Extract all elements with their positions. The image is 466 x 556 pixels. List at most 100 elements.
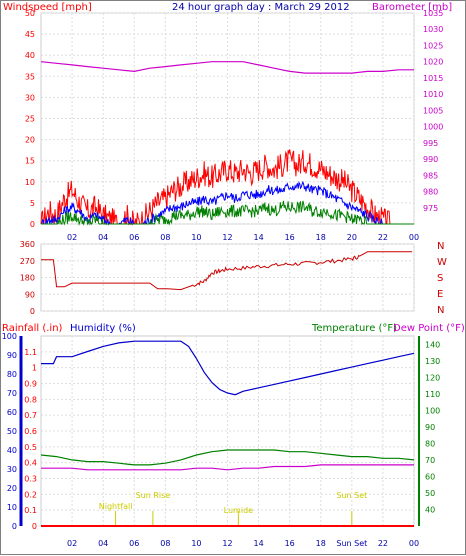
wind-xtick: 08 — [160, 233, 170, 242]
compass-label: N — [437, 305, 444, 316]
humidity-xtick: 10 — [191, 539, 201, 548]
sun-event-label: Sun Rise — [136, 491, 171, 500]
wind-ytick: 40 — [25, 51, 35, 60]
humidity-ytick: 70 — [7, 389, 17, 398]
barometer-ytick: 1020 — [423, 58, 443, 67]
wind-axis-label: Windspeed [mph] — [3, 2, 92, 13]
compass-label: W — [437, 257, 447, 268]
wind-ytick: 25 — [25, 115, 35, 124]
series-gust — [40, 149, 414, 226]
barometer-ytick: 1035 — [423, 9, 443, 18]
temperature-ytick: 100 — [425, 406, 440, 415]
direction-ytick: 270 — [20, 257, 35, 266]
humidity-ticks: 010203040506070809010000.10.20.30.40.50.… — [2, 332, 441, 548]
humidity-xtick: Sun Set — [336, 539, 367, 548]
humidity-xtick: 16 — [285, 539, 295, 548]
rain-ytick: 0.7 — [24, 411, 37, 420]
wind-ytick: 5 — [30, 199, 35, 208]
dewpoint-axis-label: Dew Point (°F) — [393, 323, 465, 334]
wind-ytick: 0 — [30, 220, 35, 229]
rain-ytick: 0.1 — [24, 506, 37, 515]
direction-grid — [41, 243, 415, 312]
humidity-ytick: 60 — [7, 408, 17, 417]
direction-ytick: 0 — [30, 307, 35, 316]
direction-series — [41, 251, 413, 291]
temperature-ytick: 70 — [425, 456, 435, 465]
wind-xtick: 00 — [409, 233, 419, 242]
humidity-xtick: 08 — [160, 539, 170, 548]
wind-xtick: 18 — [316, 233, 326, 242]
barometer-ytick: 1005 — [423, 106, 443, 115]
humidity-ytick: 30 — [7, 465, 17, 474]
direction-ytick: 90 — [25, 290, 35, 299]
wind-ytick: 30 — [25, 93, 35, 102]
wind-xtick: 16 — [285, 233, 295, 242]
humidity-xtick: 18 — [316, 539, 326, 548]
humidity-xtick: 22 — [378, 539, 388, 548]
barometer-ytick: 1010 — [423, 90, 443, 99]
wind-xtick: 10 — [191, 233, 201, 242]
temperature-ytick: 90 — [425, 423, 435, 432]
rain-ytick: 0.5 — [24, 443, 37, 452]
rainfall-axis-label: Rainfall (.in) — [2, 323, 63, 334]
wind-xtick: 02 — [67, 233, 77, 242]
wind-ticks: 0510152025303540455097598098599099510001… — [25, 9, 444, 242]
sun-event-label: Nightfall — [99, 502, 133, 511]
temperature-ytick: 120 — [425, 373, 440, 382]
wind-ytick: 10 — [25, 178, 35, 187]
chart-title: 24 hour graph day : March 29 2012 — [172, 2, 350, 13]
wind-ytick: 50 — [25, 9, 35, 18]
series-barometer — [40, 61, 414, 74]
series-dewpoint — [41, 464, 414, 471]
temperature-ytick: 40 — [425, 505, 435, 514]
series-humidity — [41, 340, 415, 396]
humidity-xtick: 02 — [67, 539, 77, 548]
wind-ytick: 35 — [25, 72, 35, 81]
compass-label: N — [437, 241, 444, 252]
barometer-ytick: 975 — [423, 204, 438, 213]
wind-xtick: 04 — [98, 233, 108, 242]
wind-xtick: 22 — [378, 233, 388, 242]
compass-label: E — [437, 289, 443, 300]
rain-ytick: 0.3 — [24, 475, 37, 484]
barometer-ytick: 1000 — [423, 123, 443, 132]
humidity-xtick: 06 — [129, 539, 139, 548]
wind-ytick: 20 — [25, 136, 35, 145]
rain-ytick: 0.8 — [24, 395, 37, 404]
sun-event-label: Sun Set — [336, 491, 367, 500]
wind-ytick: 15 — [25, 157, 35, 166]
humidity-ytick: 40 — [7, 446, 17, 455]
temperature-ytick: 110 — [425, 390, 440, 399]
humidity-ytick: 100 — [2, 332, 17, 341]
humidity-xtick: 12 — [222, 539, 232, 548]
sun-event-label: Lumide — [224, 506, 253, 515]
humidity-xtick: 00 — [409, 539, 419, 548]
humidity-ytick: 20 — [7, 484, 17, 493]
rain-ytick: 0.2 — [24, 490, 37, 499]
barometer-ytick: 990 — [423, 155, 438, 164]
wind-grid — [41, 12, 415, 225]
temperature-axis-label: Temperature (°F) — [311, 323, 397, 334]
temperature-ytick: 80 — [425, 439, 435, 448]
wind-ytick: 45 — [25, 30, 35, 39]
barometer-ytick: 1015 — [423, 74, 443, 83]
humidity-ytick: 80 — [7, 370, 17, 379]
wind-xtick: 14 — [253, 233, 263, 242]
humidity-xtick: 04 — [98, 539, 108, 548]
barometer-ytick: 980 — [423, 188, 438, 197]
rain-ytick: 0.9 — [24, 380, 37, 389]
compass-label: S — [437, 273, 443, 284]
series-direction — [41, 251, 413, 291]
temperature-ytick: 60 — [425, 472, 435, 481]
humidity-ytick: 90 — [7, 351, 17, 360]
direction-ytick: 180 — [20, 274, 35, 283]
rain-ytick: 0.4 — [24, 459, 37, 468]
rain-ytick: 1 — [32, 364, 37, 373]
temperature-ytick: 140 — [425, 340, 440, 349]
temperature-ytick: 50 — [425, 489, 435, 498]
barometer-axis-label: Barometer [mb] — [372, 2, 452, 13]
rain-ytick: 0 — [32, 522, 37, 531]
barometer-ytick: 1025 — [423, 41, 443, 50]
